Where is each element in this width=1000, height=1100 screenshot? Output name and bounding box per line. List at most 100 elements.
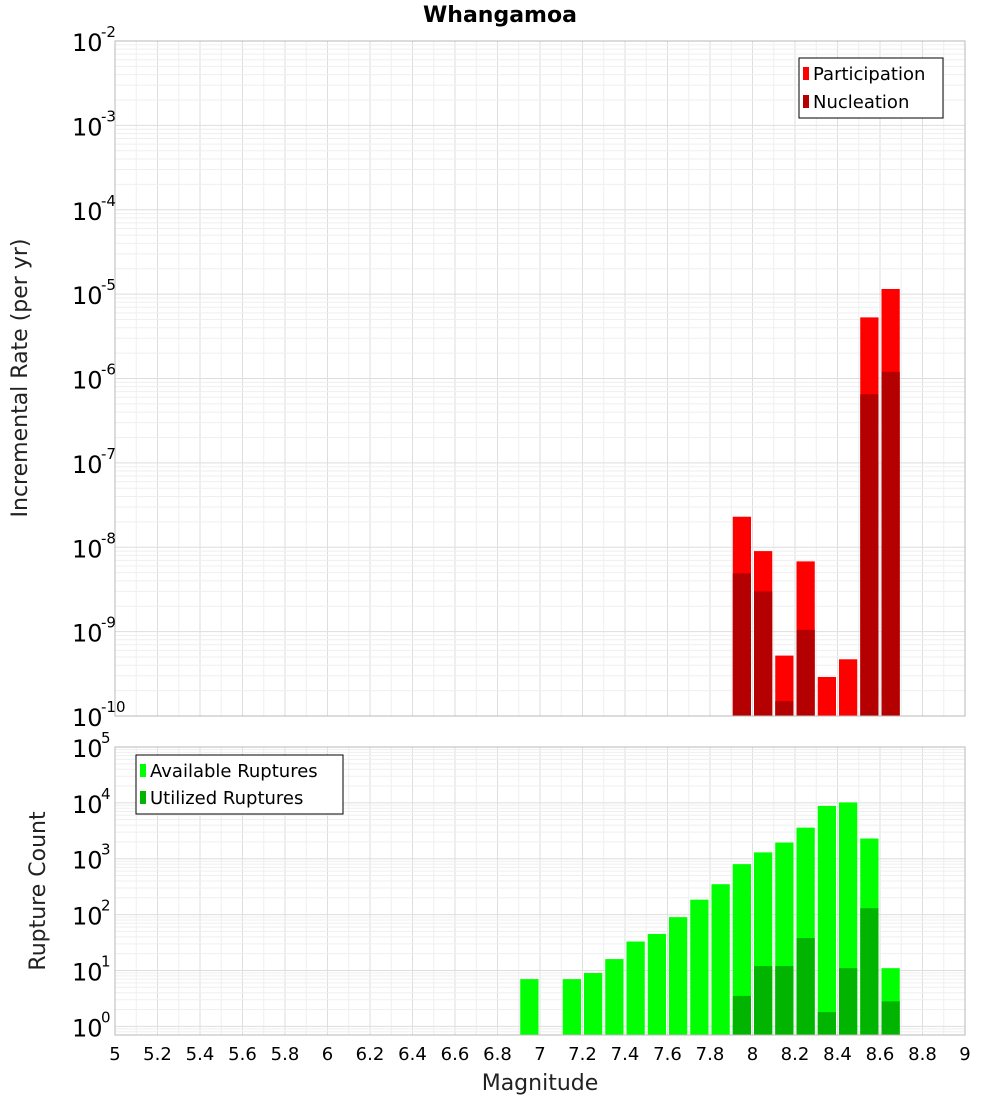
- x-tick-label: 5.8: [271, 1044, 300, 1065]
- rate-y-tick-base: 10: [72, 620, 103, 648]
- rate-y-tick-base: 10: [72, 29, 103, 57]
- x-tick-label: 7.4: [611, 1044, 640, 1065]
- legend-label-nucleation: Nucleation: [813, 92, 909, 113]
- bar-utilized-ruptures: [860, 908, 879, 1035]
- count-legend: Available Ruptures Utilized Ruptures: [135, 754, 344, 815]
- legend-swatch-participation: [803, 67, 809, 80]
- magnitude-x-ticks: 5 5.2 5.4 5.6 5.8 6 6.2 6.4 6.6 6.8 7 7.2 7.4 7.6 7.8 8…: [109, 1044, 970, 1065]
- count-y-tick-exponent: 1: [101, 952, 111, 970]
- bar-nucleation: [881, 371, 900, 716]
- count-y-tick-exponent: 2: [101, 897, 111, 915]
- rate-y-tick-base: 10: [72, 367, 103, 395]
- count-y-tick-exponent: 0: [101, 1008, 111, 1026]
- bar-available-ruptures: [520, 979, 539, 1035]
- rate-y-tick-exponent: -10: [101, 698, 126, 716]
- x-tick-label: 5.6: [228, 1044, 257, 1065]
- rate-y-tick-exponent: -7: [101, 445, 116, 463]
- count-y-tick-exponent: 4: [101, 785, 111, 803]
- legend-swatch-nucleation: [803, 95, 809, 108]
- rate-y-tick-exponent: -6: [101, 361, 116, 379]
- rate-y-tick-base: 10: [72, 704, 103, 732]
- x-tick-label: 6.2: [356, 1044, 385, 1065]
- legend-label-utilized: Utilized Ruptures: [150, 788, 303, 809]
- x-tick-label: 5: [109, 1044, 120, 1065]
- rate-axis-label: Incremental Rate (per yr): [8, 239, 33, 518]
- bar-utilized-ruptures: [754, 966, 773, 1035]
- bar-utilized-ruptures: [839, 968, 858, 1035]
- bar-available-ruptures: [817, 805, 836, 1035]
- bar-participation: [775, 655, 794, 716]
- count-y-tick-exponent: 3: [101, 841, 111, 859]
- bar-nucleation: [796, 629, 815, 716]
- x-tick-label: 8.8: [908, 1044, 937, 1065]
- rate-y-tick-exponent: -8: [101, 529, 116, 547]
- count-y-tick-base: 10: [72, 1014, 103, 1042]
- count-y-tick-base: 10: [72, 903, 103, 931]
- count-y-tick-base: 10: [72, 958, 103, 986]
- legend-swatch-utilized: [140, 791, 146, 804]
- rate-legend: Participation Nucleation: [798, 57, 944, 119]
- rate-y-tick-base: 10: [72, 451, 103, 479]
- rate-y-tick-exponent: -4: [101, 192, 116, 210]
- rate-y-tick-base: 10: [72, 282, 103, 310]
- bar-participation: [817, 676, 836, 716]
- bar-nucleation: [732, 573, 751, 716]
- bar-nucleation: [860, 394, 879, 716]
- x-tick-label: 5.2: [143, 1044, 172, 1065]
- bar-utilized-ruptures: [732, 995, 751, 1035]
- bar-available-ruptures: [711, 884, 730, 1035]
- x-tick-label: 6: [322, 1044, 333, 1065]
- bar-available-ruptures: [562, 979, 581, 1035]
- bar-nucleation: [775, 701, 794, 716]
- x-tick-label: 6.4: [398, 1044, 427, 1065]
- rate-y-tick-base: 10: [72, 535, 103, 563]
- rate-y-tick-base: 10: [72, 113, 103, 141]
- chart-title: Whangamoa: [423, 3, 577, 28]
- x-tick-label: 9: [959, 1044, 970, 1065]
- x-tick-label: 8: [747, 1044, 758, 1065]
- rate-y-tick-exponent: -9: [101, 614, 116, 632]
- x-tick-label: 7.2: [568, 1044, 597, 1065]
- x-tick-label: 7.6: [653, 1044, 682, 1065]
- x-tick-label: 6.6: [441, 1044, 470, 1065]
- bar-available-ruptures: [647, 933, 666, 1035]
- bar-utilized-ruptures: [775, 966, 794, 1035]
- count-y-tick-base: 10: [72, 847, 103, 875]
- x-tick-label: 5.4: [186, 1044, 215, 1065]
- x-tick-label: 7.8: [696, 1044, 725, 1065]
- rate-panel-grid: [114, 40, 966, 717]
- bar-participation: [839, 659, 858, 716]
- bar-utilized-ruptures: [881, 1001, 900, 1035]
- count-panel-bars: [520, 802, 900, 1035]
- bar-utilized-ruptures: [796, 938, 815, 1035]
- rate-y-tick-exponent: -3: [101, 107, 116, 125]
- bar-available-ruptures: [669, 917, 688, 1035]
- count-y-tick-base: 10: [72, 735, 103, 763]
- bar-available-ruptures: [605, 959, 624, 1035]
- x-tick-label: 8.6: [866, 1044, 895, 1065]
- x-tick-label: 6.8: [483, 1044, 512, 1065]
- bar-available-ruptures: [626, 941, 645, 1035]
- bar-available-ruptures: [690, 899, 709, 1035]
- rate-y-tick-exponent: -2: [101, 23, 116, 41]
- rate-y-tick-base: 10: [72, 198, 103, 226]
- bar-utilized-ruptures: [817, 1012, 836, 1035]
- count-y-tick-base: 10: [72, 791, 103, 819]
- magnitude-axis-label: Magnitude: [482, 1071, 599, 1096]
- rate-panel-bars: [732, 289, 900, 716]
- legend-label-participation: Participation: [813, 64, 925, 85]
- legend-label-available: Available Ruptures: [150, 761, 318, 782]
- bar-nucleation: [754, 591, 773, 716]
- bar-available-ruptures: [584, 973, 603, 1035]
- bar-available-ruptures: [732, 864, 751, 1035]
- x-tick-label: 7: [534, 1044, 545, 1065]
- x-tick-label: 8.4: [823, 1044, 852, 1065]
- count-y-tick-exponent: 5: [101, 729, 111, 747]
- x-tick-label: 8.2: [781, 1044, 810, 1065]
- rate-y-tick-exponent: -5: [101, 276, 116, 294]
